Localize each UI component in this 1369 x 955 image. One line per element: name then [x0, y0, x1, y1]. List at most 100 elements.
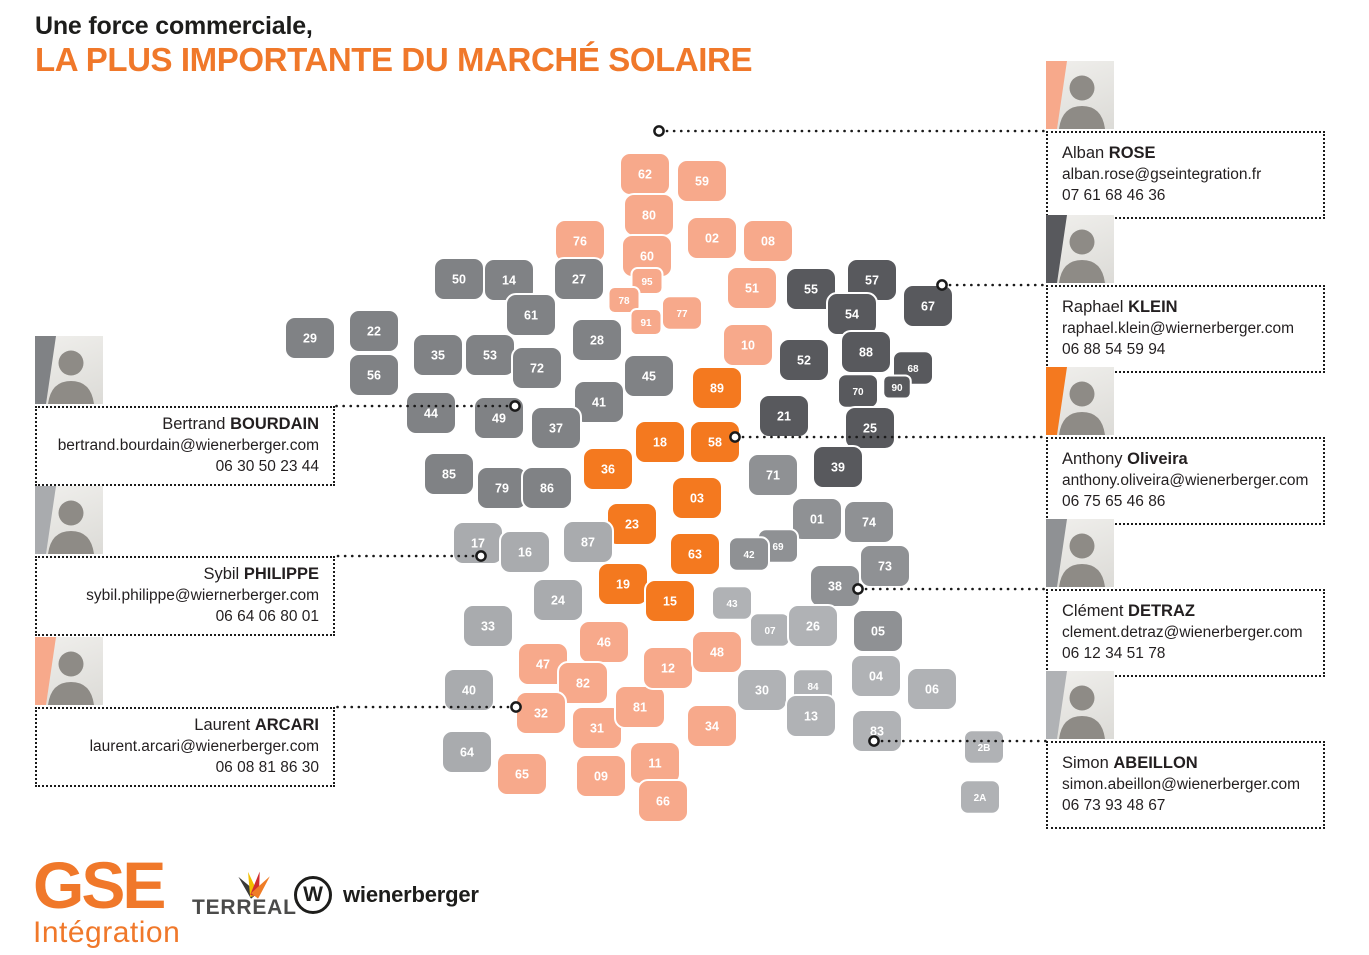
dept-51: 51	[726, 266, 778, 310]
person-name: Laurent ARCARI	[51, 715, 319, 736]
dept-label-30: 30	[755, 684, 769, 698]
avatar-shoulders	[1059, 564, 1105, 587]
dept-label-34: 34	[705, 720, 719, 734]
dept-label-56: 56	[367, 369, 381, 383]
dept-04: 04	[850, 654, 902, 698]
dept-label-70: 70	[852, 387, 864, 398]
avatar-accent-stripe	[35, 637, 56, 705]
person-first-name: Clément	[1062, 602, 1129, 620]
dept-label-84: 84	[807, 682, 819, 693]
dept-15: 15	[644, 579, 696, 623]
dept-54: 54	[826, 292, 878, 336]
map-marker-abeillon	[868, 735, 880, 747]
dept-label-03: 03	[690, 492, 704, 506]
dept-67: 67	[902, 284, 954, 328]
page-title: Une force commerciale, LA PLUS IMPORTANT…	[35, 12, 753, 79]
dept-81: 81	[614, 685, 666, 729]
contact-card-philippe: Sybil PHILIPPE sybil.philippe@wiernerberg…	[35, 556, 335, 636]
person-last-name: ROSE	[1108, 144, 1156, 162]
dept-29: 29	[284, 316, 336, 360]
dept-34: 34	[686, 704, 738, 748]
dept-label-27: 27	[572, 273, 586, 287]
map-marker-rose	[653, 125, 665, 137]
person-first-name: Laurent	[194, 716, 255, 734]
dept-label-29: 29	[303, 332, 317, 346]
dept-16: 16	[499, 530, 551, 574]
dept-label-07: 07	[764, 626, 776, 637]
dept-label-19: 19	[616, 578, 630, 592]
dept-label-76: 76	[573, 235, 587, 249]
dept-label-87: 87	[581, 536, 595, 550]
dept-label-21: 21	[777, 410, 791, 424]
dept-79: 79	[476, 466, 528, 510]
dept-80: 80	[623, 193, 675, 237]
avatar-head	[1069, 533, 1095, 559]
dept-label-36: 36	[601, 463, 615, 477]
dept-label-67: 67	[921, 300, 935, 314]
dept-label-2B: 2B	[978, 743, 991, 754]
person-name: Sybil PHILIPPE	[51, 564, 319, 585]
dept-label-74: 74	[862, 516, 876, 530]
avatar-head	[58, 651, 84, 677]
avatar-shoulders	[48, 682, 94, 705]
dept-44: 44	[405, 391, 457, 435]
dept-label-24: 24	[551, 594, 565, 608]
dept-label-68: 68	[907, 364, 919, 375]
dept-73: 73	[859, 544, 911, 588]
terreal-logo-text: TERREAL	[192, 896, 297, 919]
dept-label-51: 51	[745, 282, 759, 296]
avatar-head	[1069, 381, 1095, 407]
person-last-name: Oliveira	[1127, 450, 1188, 468]
dept-27: 27	[553, 257, 605, 301]
avatar-shoulders	[48, 531, 94, 554]
person-first-name: Sybil	[203, 565, 244, 583]
dept-label-79: 79	[495, 482, 509, 496]
avatar-abeillon	[1046, 671, 1114, 739]
dept-label-45: 45	[642, 370, 656, 384]
map-marker-detraz	[852, 583, 864, 595]
dept-32: 32	[515, 691, 567, 735]
dept-label-62: 62	[638, 168, 652, 182]
dept-64: 64	[441, 730, 493, 774]
person-first-name: Simon	[1062, 754, 1114, 772]
person-last-name: DETRAZ	[1128, 602, 1195, 620]
person-first-name: Alban	[1062, 144, 1109, 162]
dept-label-28: 28	[590, 334, 604, 348]
dept-42: 42	[728, 536, 770, 572]
dept-65: 65	[496, 752, 548, 796]
dept-label-65: 65	[515, 768, 529, 782]
avatar-klein	[1046, 215, 1114, 283]
dept-24: 24	[532, 578, 584, 622]
contact-card-bourdain: Bertrand BOURDAIN bertrand.bourdain@wiene…	[35, 406, 335, 486]
dept-label-42: 42	[743, 550, 755, 561]
dept-06: 06	[906, 667, 958, 711]
avatar-head	[58, 350, 84, 376]
person-name: Raphael KLEIN	[1062, 297, 1309, 318]
dept-label-54: 54	[845, 308, 859, 322]
dept-label-72: 72	[530, 362, 544, 376]
dept-37: 37	[530, 406, 582, 450]
contact-card-detraz: Clément DETRAZ clement.detraz@wienerberge…	[1046, 589, 1325, 677]
dept-55: 55	[785, 267, 837, 311]
avatar-oliveira	[1046, 367, 1114, 435]
avatar-accent-stripe	[1046, 367, 1067, 435]
dept-07: 07	[749, 612, 791, 648]
avatar-accent-stripe	[1046, 671, 1067, 739]
dept-label-26: 26	[806, 620, 820, 634]
dept-label-88: 88	[859, 346, 873, 360]
dept-90: 90	[882, 374, 912, 400]
dept-label-13: 13	[804, 710, 818, 724]
person-name: Anthony Oliveira	[1062, 449, 1309, 470]
person-email: clement.detraz@wienerberger.com	[1062, 624, 1303, 641]
person-email: raphael.klein@wiernerberger.com	[1062, 320, 1294, 337]
dept-label-43: 43	[726, 599, 738, 610]
dept-66: 66	[637, 779, 689, 823]
dept-label-37: 37	[549, 422, 563, 436]
dept-label-78: 78	[618, 296, 630, 307]
dept-label-55: 55	[804, 283, 818, 297]
person-last-name: BOURDAIN	[230, 415, 319, 433]
person-name: Clément DETRAZ	[1062, 601, 1309, 622]
dept-label-40: 40	[462, 684, 476, 698]
dept-14: 14	[483, 258, 535, 302]
dept-label-17: 17	[471, 537, 485, 551]
